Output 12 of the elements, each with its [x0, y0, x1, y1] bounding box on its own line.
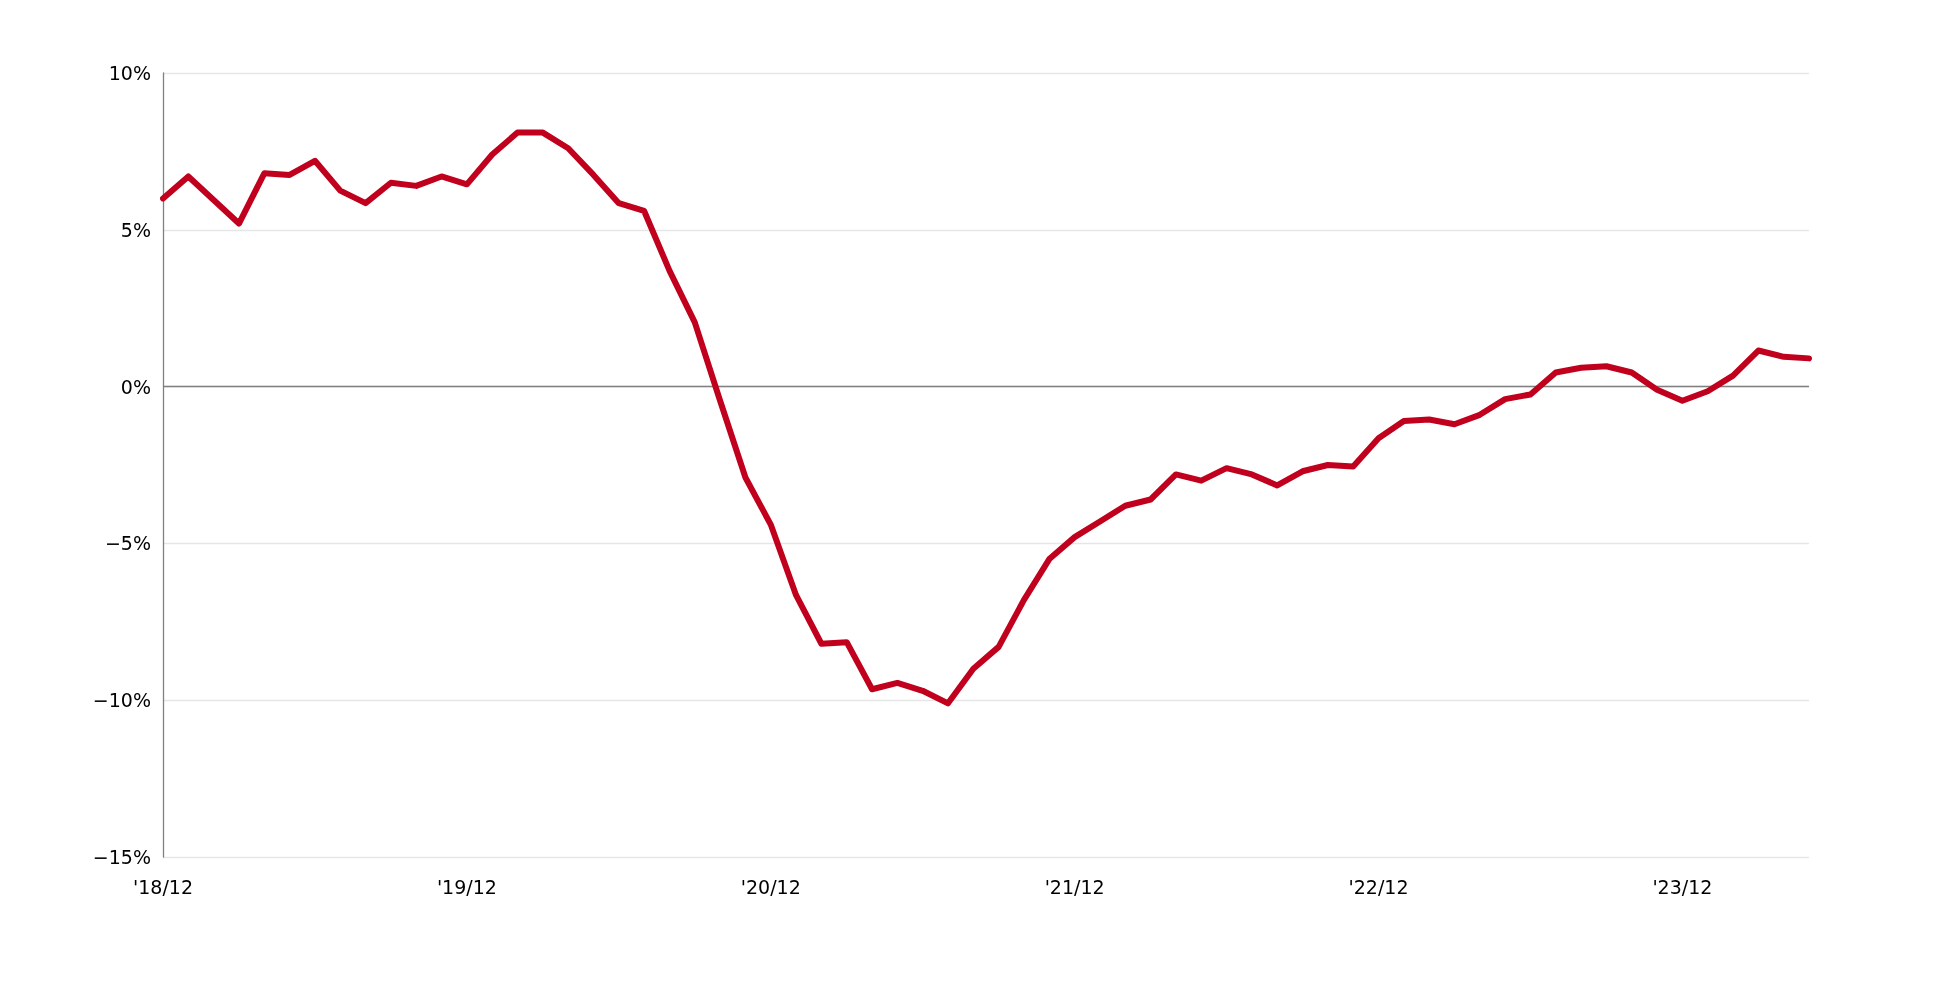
x-tick-label: '21/12	[1044, 875, 1105, 898]
x-tick-label: '18/12	[133, 875, 193, 898]
x-tick-label: '20/12	[740, 875, 801, 898]
y-tick-label: −15%	[92, 846, 151, 868]
y-tick-label: 10%	[108, 62, 151, 84]
y-tick-label: −5%	[104, 532, 151, 555]
y-tick-label: −10%	[92, 689, 151, 712]
x-tick-label: '19/12	[436, 875, 497, 898]
y-tick-label: 5%	[120, 218, 151, 241]
y-tick-label: 0%	[120, 375, 151, 398]
x-tick-label: '23/12	[1652, 875, 1713, 898]
x-tick-label: '22/12	[1348, 875, 1409, 898]
